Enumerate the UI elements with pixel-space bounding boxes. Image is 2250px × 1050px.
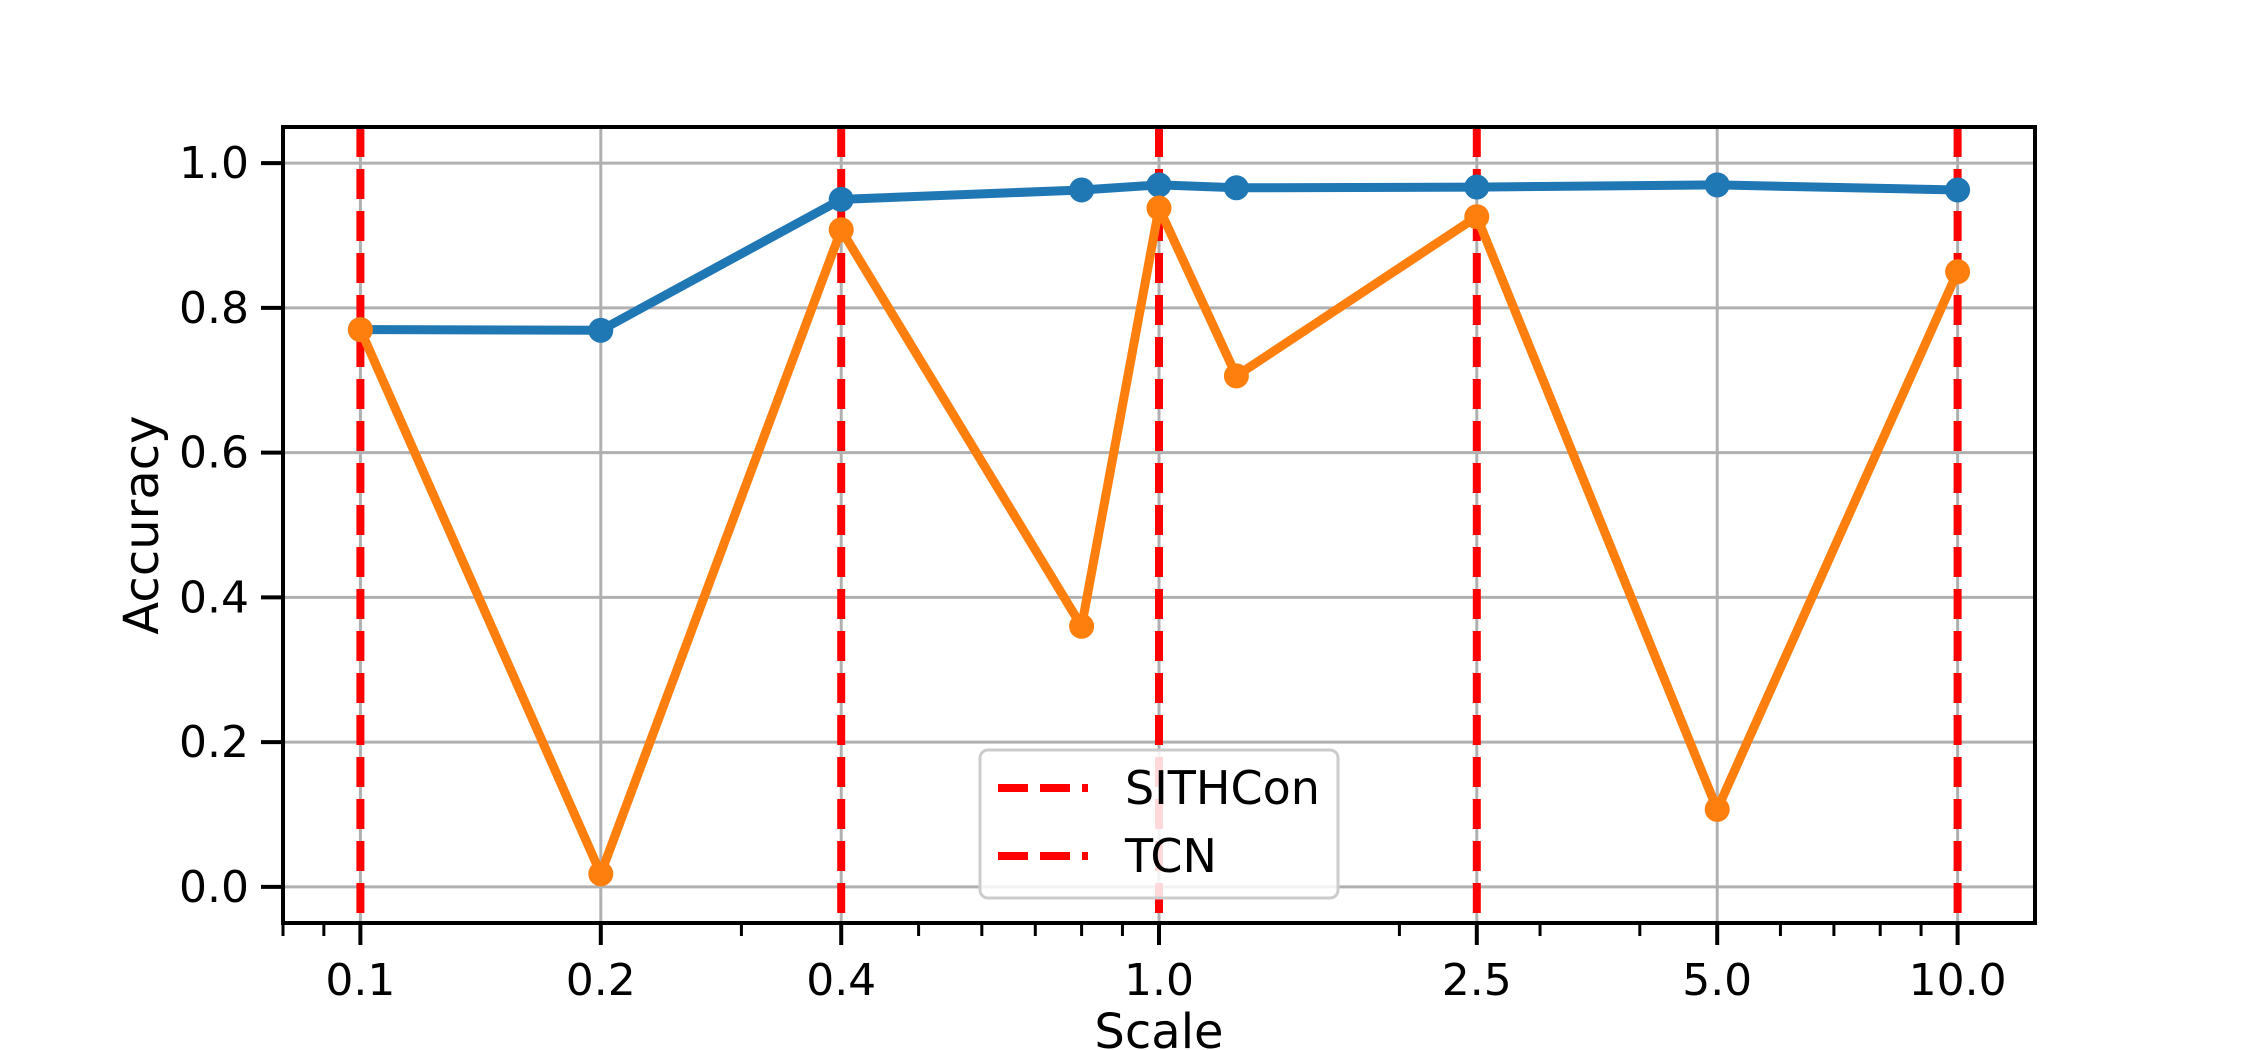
series-1-point bbox=[1704, 796, 1730, 822]
y-tick-label: 0.8 bbox=[179, 283, 249, 334]
series-0-point bbox=[1704, 172, 1730, 198]
series-0-point bbox=[1223, 175, 1249, 201]
y-axis-title: Accuracy bbox=[114, 415, 170, 634]
x-tick-label: 0.2 bbox=[566, 955, 636, 1006]
series-0-point bbox=[1146, 172, 1172, 198]
x-axis-title: Scale bbox=[1094, 1004, 1223, 1050]
legend-label-tcn: TCN bbox=[1124, 829, 1217, 883]
series-1-point bbox=[1464, 204, 1490, 230]
y-tick-label: 0.2 bbox=[179, 717, 249, 768]
series-1-point bbox=[1223, 363, 1249, 389]
series-1-point bbox=[1069, 613, 1095, 639]
x-tick-label: 0.4 bbox=[806, 955, 876, 1006]
series-0-point bbox=[1069, 177, 1095, 203]
series-1-point bbox=[347, 317, 373, 343]
series-0-point bbox=[1945, 177, 1971, 203]
data-series bbox=[347, 172, 1971, 887]
legend-label-sithcon: SITHCon bbox=[1125, 761, 1320, 815]
axis-ticks: 0.1 0.2 0.4 1.0 2.5 5.0 10.0 0.0 0.2 0.4 0.6 0.8 1.0 bbox=[179, 138, 2007, 1006]
x-tick-label: 2.5 bbox=[1442, 955, 1512, 1006]
legend: SITHCon TCN bbox=[978, 748, 1340, 900]
y-tick-label: 0.6 bbox=[179, 428, 249, 479]
y-tick-label: 0.4 bbox=[179, 572, 249, 623]
x-tick-label: 5.0 bbox=[1682, 955, 1752, 1006]
y-tick-label: 1.0 bbox=[179, 138, 249, 189]
x-tick-label: 0.1 bbox=[325, 955, 395, 1006]
series-1-point bbox=[588, 861, 614, 887]
x-tick-label: 10.0 bbox=[1909, 955, 2007, 1006]
series-1-point bbox=[1146, 195, 1172, 221]
x-tick-label: 1.0 bbox=[1124, 955, 1194, 1006]
series-0-point bbox=[828, 186, 854, 212]
series-1-point bbox=[1945, 259, 1971, 285]
series-0-point bbox=[1464, 174, 1490, 200]
y-tick-label: 0.0 bbox=[179, 862, 249, 913]
series-1-point bbox=[828, 217, 854, 243]
series-0-point bbox=[588, 317, 614, 343]
